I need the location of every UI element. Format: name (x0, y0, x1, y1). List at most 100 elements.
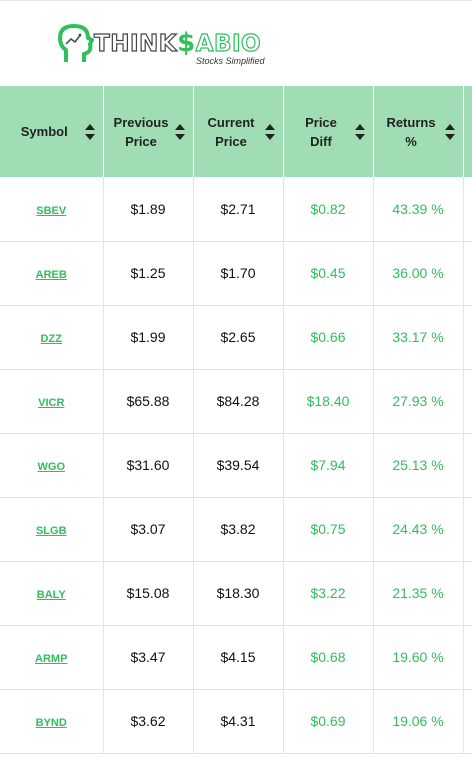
symbol-link[interactable]: ARMP (35, 653, 68, 665)
current-price-cell: $2.71 (193, 177, 284, 242)
symbol-cell: ARMP (0, 625, 104, 690)
table-row[interactable]: SLGB $3.07 $3.82 $0.75 24.43 % (0, 497, 472, 562)
table-row[interactable]: ARMP $3.47 $4.15 $0.68 19.60 % (0, 625, 472, 690)
partial-cell (463, 305, 472, 370)
table-row[interactable]: WGO $31.60 $39.54 $7.94 25.13 % (0, 433, 472, 498)
table-row[interactable]: DZZ $1.99 $2.65 $0.66 33.17 % (0, 305, 472, 370)
column-header-partial (463, 86, 472, 177)
symbol-link[interactable]: VICR (38, 397, 65, 409)
previous-price-cell: $65.88 (103, 369, 194, 434)
symbol-link[interactable]: BYND (35, 717, 67, 729)
symbol-cell: BALY (0, 561, 104, 626)
current-price-cell: $2.65 (193, 305, 284, 370)
thinksabio-logo[interactable]: THINK$ABIO Stocks Simplified (54, 18, 284, 70)
returns-cell: 33.17 % (373, 305, 464, 370)
sort-icon[interactable] (174, 123, 185, 140)
partial-cell (463, 433, 472, 498)
returns-cell: 19.60 % (373, 625, 464, 690)
column-header-current-price[interactable]: Current Price (193, 86, 284, 177)
symbol-cell: AREB (0, 241, 104, 306)
returns-cell: 24.43 % (373, 497, 464, 562)
current-price-cell: $1.70 (193, 241, 284, 306)
header-label: Price (125, 133, 157, 149)
previous-price-cell: $31.60 (103, 433, 194, 498)
price-diff-cell: $0.69 (283, 689, 374, 754)
symbol-link[interactable]: AREB (35, 269, 67, 281)
symbol-cell: BYND (0, 689, 104, 754)
returns-cell: 43.39 % (373, 177, 464, 242)
previous-price-cell: $1.99 (103, 305, 194, 370)
partial-cell (463, 689, 472, 754)
symbol-cell: WGO (0, 433, 104, 498)
current-price-cell: $4.15 (193, 625, 284, 690)
column-header-previous-price[interactable]: Previous Price (103, 86, 194, 177)
returns-cell: 21.35 % (373, 561, 464, 626)
top-header: THINK$ABIO Stocks Simplified (0, 0, 472, 87)
sort-icon[interactable] (444, 123, 455, 140)
table-header-row: Symbol Previous Price Current Price (0, 86, 472, 177)
previous-price-cell: $3.47 (103, 625, 194, 690)
current-price-cell: $18.30 (193, 561, 284, 626)
previous-price-cell: $1.89 (103, 177, 194, 242)
previous-price-cell: $3.62 (103, 689, 194, 754)
stocks-table-container[interactable]: Symbol Previous Price Current Price (0, 86, 472, 764)
brand-tagline: Stocks Simplified (196, 56, 265, 66)
symbol-cell: SBEV (0, 177, 104, 242)
partial-cell (463, 625, 472, 690)
returns-cell: 36.00 % (373, 241, 464, 306)
partial-cell (463, 497, 472, 562)
price-diff-cell: $18.40 (283, 369, 374, 434)
price-diff-cell: $3.22 (283, 561, 374, 626)
previous-price-cell: $15.08 (103, 561, 194, 626)
column-header-symbol[interactable]: Symbol (0, 86, 104, 177)
table-row[interactable]: SBEV $1.89 $2.71 $0.82 43.39 % (0, 177, 472, 242)
returns-cell: 25.13 % (373, 433, 464, 498)
previous-price-cell: $1.25 (103, 241, 194, 306)
partial-cell (463, 241, 472, 306)
price-diff-cell: $0.68 (283, 625, 374, 690)
price-diff-cell: $0.75 (283, 497, 374, 562)
price-diff-cell: $0.66 (283, 305, 374, 370)
sort-icon[interactable] (354, 123, 365, 140)
returns-cell: 19.06 % (373, 689, 464, 754)
symbol-link[interactable]: SBEV (36, 204, 67, 217)
returns-cell: 27.93 % (373, 369, 464, 434)
brand-wordmark: THINK$ABIO (93, 28, 262, 58)
price-diff-cell: $0.82 (283, 177, 374, 242)
header-label: Returns (386, 114, 436, 130)
current-price-cell: $84.28 (193, 369, 284, 434)
header-label: Symbol (20, 124, 68, 139)
header-label: Price (305, 114, 337, 130)
symbol-link[interactable]: SLGB (35, 525, 67, 537)
symbol-link[interactable]: BALY (36, 589, 66, 601)
price-diff-cell: $0.45 (283, 241, 374, 306)
column-header-returns[interactable]: Returns % (373, 86, 464, 177)
stocks-table: Symbol Previous Price Current Price (0, 86, 472, 754)
table-row[interactable]: VICR $65.88 $84.28 $18.40 27.93 % (0, 369, 472, 434)
symbol-cell: VICR (0, 369, 104, 434)
table-row[interactable]: BYND $3.62 $4.31 $0.69 19.06 % (0, 689, 472, 754)
symbol-link[interactable]: DZZ (40, 333, 62, 345)
symbol-link[interactable]: WGO (37, 461, 66, 473)
partial-cell (463, 369, 472, 434)
symbol-cell: SLGB (0, 497, 104, 562)
table-row[interactable]: BALY $15.08 $18.30 $3.22 21.35 % (0, 561, 472, 626)
head-logo-icon (58, 24, 94, 62)
header-label: Diff (310, 133, 332, 149)
table-row[interactable]: AREB $1.25 $1.70 $0.45 36.00 % (0, 241, 472, 306)
symbol-cell: DZZ (0, 305, 104, 370)
current-price-cell: $39.54 (193, 433, 284, 498)
previous-price-cell: $3.07 (103, 497, 194, 562)
header-label: Current (207, 114, 255, 130)
header-label: % (405, 133, 417, 149)
column-header-price-diff[interactable]: Price Diff (283, 86, 374, 177)
price-diff-cell: $7.94 (283, 433, 374, 498)
current-price-cell: $3.82 (193, 497, 284, 562)
partial-cell (463, 561, 472, 626)
current-price-cell: $4.31 (193, 689, 284, 754)
header-label: Previous (113, 114, 169, 130)
header-label: Price (215, 133, 247, 149)
sort-icon[interactable] (84, 123, 95, 140)
sort-icon[interactable] (264, 123, 275, 140)
